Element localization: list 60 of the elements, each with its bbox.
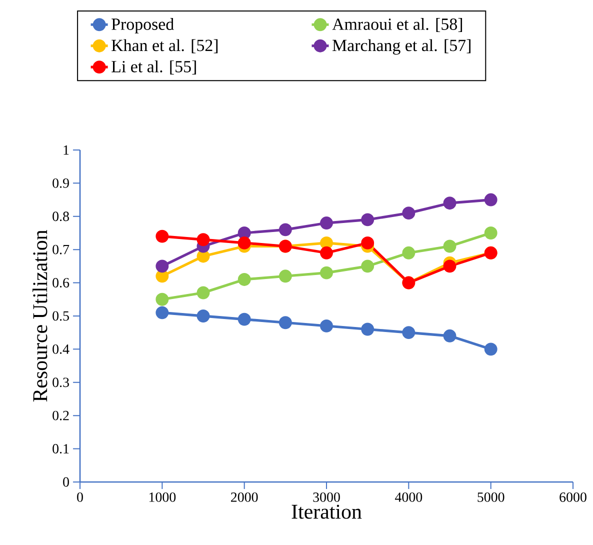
x-tick-label: 0: [77, 492, 83, 502]
point: [278, 270, 292, 283]
point: [320, 236, 333, 250]
y-tick-label: 0.2: [52, 410, 69, 420]
point: [278, 316, 292, 330]
legend-label: Li et al. [55]: [112, 60, 196, 74]
point: [238, 226, 251, 240]
point: [361, 260, 374, 273]
point: [484, 342, 498, 356]
point: [361, 213, 374, 226]
y-tick-label: 0.9: [52, 178, 69, 188]
y-tick-label: 0: [63, 477, 69, 487]
point: [361, 322, 374, 336]
point: [156, 230, 169, 243]
point: [320, 266, 333, 280]
point: [361, 236, 374, 250]
point: [484, 193, 498, 206]
point: [402, 326, 416, 340]
point: [443, 240, 456, 253]
y-tick-label: 0.5: [52, 311, 69, 321]
y-tick-label: 0.1: [52, 444, 69, 454]
point: [238, 312, 251, 326]
point: [402, 246, 416, 260]
x-tick-label: 3000: [313, 492, 340, 502]
y-axis-title: Resource Utilization: [32, 230, 48, 402]
x-tick-label: 6000: [560, 492, 586, 502]
legend-label: Proposed: [112, 18, 174, 34]
legend-label: Marchang et al. [57]: [332, 39, 470, 55]
point: [278, 223, 292, 236]
y-tick-label: 1: [64, 145, 69, 155]
point: [196, 286, 210, 300]
x-tick-label: 2000: [231, 492, 258, 502]
y-tick-label: 0.3: [52, 378, 69, 388]
point: [443, 260, 456, 273]
point: [156, 306, 169, 320]
point: [196, 233, 210, 246]
point: [196, 250, 210, 263]
legend-label: Khan et al. [52]: [112, 39, 218, 54]
point: [320, 246, 333, 260]
x-tick-label: 4000: [394, 492, 422, 502]
point: [156, 292, 169, 306]
y-tick-label: 0.8: [52, 212, 69, 222]
point: [156, 260, 169, 273]
x-tick-label: 5000: [478, 492, 504, 502]
point: [484, 226, 498, 240]
point: [196, 310, 210, 322]
point: [156, 270, 169, 283]
y-tick-label: 0.6: [52, 278, 70, 288]
point: [320, 216, 333, 230]
x-axis-title: Iteration: [292, 504, 362, 519]
point: [443, 196, 456, 210]
legend-label: Amraoui et al. [58]: [332, 18, 462, 32]
x-tick-label: 1000: [149, 492, 176, 502]
y-tick-label: 0.4: [52, 344, 70, 354]
point: [238, 236, 251, 250]
point: [402, 206, 416, 220]
point: [443, 329, 456, 342]
y-tick-label: 0.7: [52, 244, 70, 254]
point: [320, 319, 333, 332]
point: [238, 272, 251, 286]
